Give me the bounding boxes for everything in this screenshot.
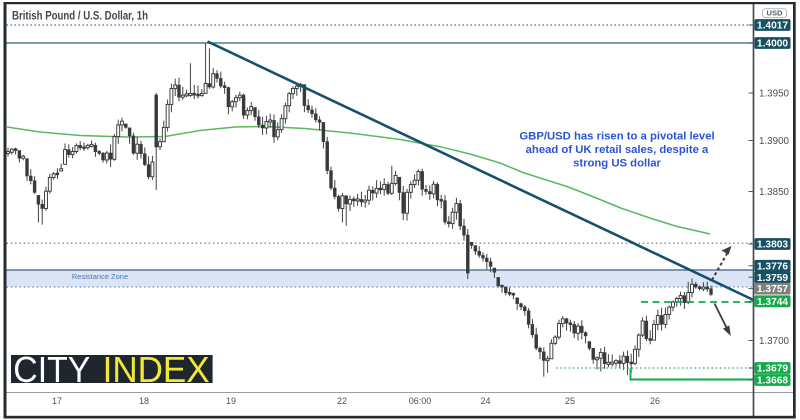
svg-text:1.3776: 1.3776 bbox=[757, 261, 788, 272]
svg-text:1.3850: 1.3850 bbox=[759, 187, 790, 198]
svg-text:GBP/USD has risen to a pivotal: GBP/USD has risen to a pivotal level bbox=[519, 131, 714, 143]
svg-text:1.3679: 1.3679 bbox=[757, 364, 788, 375]
svg-text:strong US dollar: strong US dollar bbox=[573, 158, 661, 170]
svg-text:18: 18 bbox=[139, 396, 149, 406]
svg-text:1.3900: 1.3900 bbox=[759, 136, 790, 147]
svg-text:ahead of UK retail sales, desp: ahead of UK retail sales, despite a bbox=[526, 144, 709, 156]
svg-text:1.3757: 1.3757 bbox=[757, 284, 788, 295]
svg-text:25: 25 bbox=[565, 396, 575, 406]
svg-text:22: 22 bbox=[337, 396, 347, 406]
svg-text:USD: USD bbox=[766, 9, 783, 18]
svg-text:1.4017: 1.4017 bbox=[757, 21, 788, 32]
svg-text:1.3759: 1.3759 bbox=[757, 273, 788, 284]
svg-text:19: 19 bbox=[226, 396, 236, 406]
svg-text:17: 17 bbox=[52, 396, 62, 406]
svg-text:24: 24 bbox=[480, 396, 490, 406]
svg-text:26: 26 bbox=[650, 396, 660, 406]
svg-text:INDEX: INDEX bbox=[103, 349, 210, 390]
svg-text:CITY: CITY bbox=[13, 349, 90, 390]
svg-text:1.4000: 1.4000 bbox=[757, 39, 788, 50]
svg-text:Resistance Zone: Resistance Zone bbox=[72, 272, 128, 281]
svg-text:1.3744: 1.3744 bbox=[757, 297, 788, 308]
svg-text:1.3950: 1.3950 bbox=[759, 88, 790, 99]
svg-text:1.3668: 1.3668 bbox=[757, 376, 788, 387]
svg-text:British Pound / U.S. Dollar, 1: British Pound / U.S. Dollar, 1h bbox=[12, 9, 148, 23]
svg-text:06:00: 06:00 bbox=[409, 396, 432, 406]
svg-text:1.3700: 1.3700 bbox=[759, 336, 790, 347]
svg-text:1.3803: 1.3803 bbox=[757, 240, 788, 251]
